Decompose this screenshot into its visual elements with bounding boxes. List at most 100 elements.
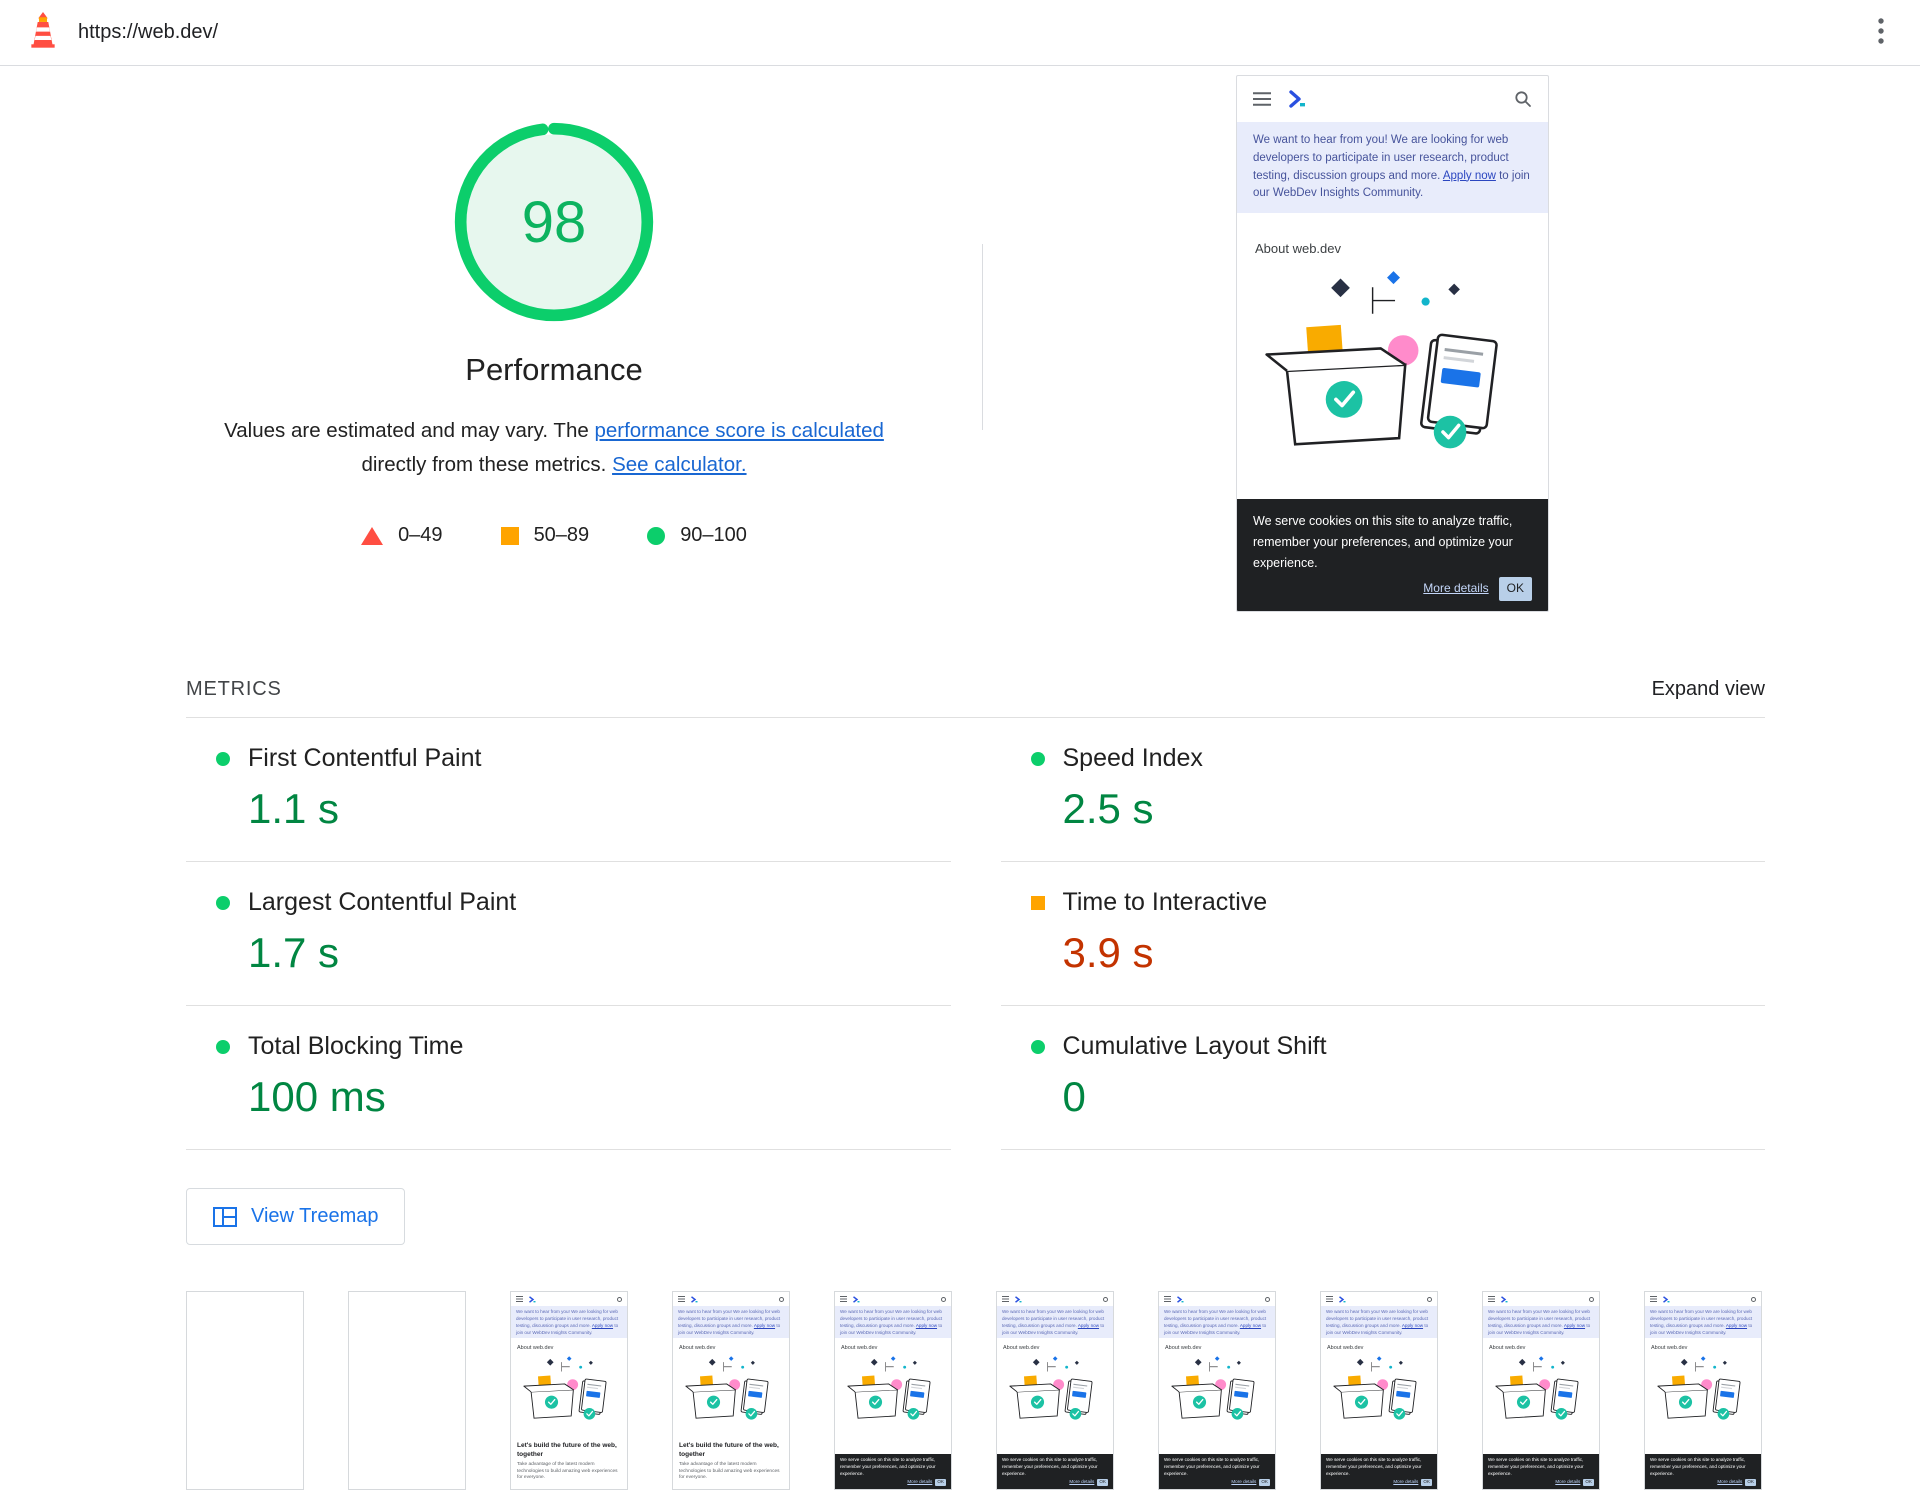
preview-illustration bbox=[680, 1356, 782, 1433]
search-icon bbox=[779, 1296, 784, 1302]
performance-score: 98 bbox=[521, 189, 587, 255]
metric-value: 1.1 s bbox=[248, 785, 340, 832]
preview-cookie-banner: We serve cookies on this site to analyze… bbox=[997, 1454, 1113, 1489]
filmstrip-frame bbox=[348, 1291, 466, 1490]
legend-fail-range: 0–49 bbox=[361, 524, 443, 547]
metric-value: 2.5 s bbox=[1062, 785, 1154, 832]
metric-value: 0 bbox=[1062, 1073, 1086, 1120]
search-icon bbox=[1514, 90, 1532, 108]
preview-cookie-banner: We serve cookies on this site to analyze… bbox=[1237, 499, 1548, 611]
webdev-logo-icon bbox=[690, 1295, 698, 1303]
kebab-menu-icon bbox=[1878, 18, 1884, 44]
metric-first-contentful-paint: First Contentful Paint 1.1 s bbox=[186, 718, 951, 862]
category-title: Performance bbox=[465, 352, 643, 387]
metric-value: 100 ms bbox=[248, 1073, 386, 1120]
apply-now-link: Apply now bbox=[1442, 169, 1496, 182]
search-icon bbox=[1103, 1296, 1108, 1302]
preview-illustration bbox=[1237, 256, 1548, 499]
loading-filmstrip: We want to hear from you! We are looking… bbox=[186, 1291, 1920, 1490]
menu-icon bbox=[1488, 1296, 1495, 1302]
preview-cookie-banner: We serve cookies on this site to analyze… bbox=[1645, 1454, 1761, 1489]
menu-icon bbox=[1002, 1296, 1009, 1302]
metric-rating-icon bbox=[1030, 895, 1045, 910]
score-legend: 0–49 50–89 90–100 bbox=[361, 524, 747, 547]
metric-largest-contentful-paint: Largest Contentful Paint 1.7 s bbox=[186, 862, 951, 1006]
webdev-logo-icon bbox=[528, 1295, 536, 1303]
filmstrip-frame: We want to hear from you! We are looking… bbox=[1482, 1291, 1600, 1490]
preview-cookie-banner: We serve cookies on this site to analyze… bbox=[1159, 1454, 1275, 1489]
lighthouse-logo-icon bbox=[28, 12, 58, 53]
webdev-logo-icon bbox=[1662, 1295, 1670, 1303]
report-url: https://web.dev/ bbox=[78, 21, 219, 43]
webdev-logo-icon bbox=[1500, 1295, 1508, 1303]
treemap-icon bbox=[213, 1206, 237, 1227]
preview-cookie-banner: We serve cookies on this site to analyze… bbox=[835, 1454, 951, 1489]
preview-illustration bbox=[1004, 1356, 1106, 1433]
filmstrip-frame: We want to hear from you! We are looking… bbox=[510, 1291, 628, 1490]
filmstrip-frame bbox=[186, 1291, 304, 1490]
legend-pass-range: 90–100 bbox=[647, 524, 747, 547]
preview-illustration bbox=[1328, 1356, 1430, 1433]
menu-icon bbox=[516, 1296, 523, 1302]
metric-value: 3.9 s bbox=[1062, 929, 1154, 976]
preview-research-notice: We want to hear from you! We are looking… bbox=[1237, 122, 1548, 214]
metric-rating-icon bbox=[216, 895, 230, 910]
preview-illustration bbox=[1652, 1356, 1754, 1433]
expand-view-toggle[interactable]: Expand view bbox=[1651, 678, 1765, 700]
legend-average-range: 50–89 bbox=[500, 524, 589, 547]
webdev-logo-icon bbox=[1287, 90, 1307, 108]
more-details-link: More details bbox=[1423, 581, 1489, 596]
performance-summary-section: 98 Performance Values are estimated and … bbox=[0, 66, 1920, 612]
score-description: Values are estimated and may vary. The p… bbox=[224, 419, 884, 476]
metric-rating-icon bbox=[216, 751, 230, 766]
vertical-divider bbox=[982, 244, 983, 430]
search-icon bbox=[1589, 1296, 1594, 1302]
menu-icon bbox=[678, 1296, 685, 1302]
performance-gauge[interactable]: 98 bbox=[454, 122, 654, 322]
metrics-heading: METRICS bbox=[186, 678, 282, 700]
filmstrip-frame: We want to hear from you! We are looking… bbox=[834, 1291, 952, 1490]
webdev-logo-icon bbox=[1338, 1295, 1346, 1303]
webdev-logo-icon bbox=[852, 1295, 860, 1303]
preview-about-label: About web.dev bbox=[1255, 241, 1342, 257]
see-calculator-link[interactable]: See calculator. bbox=[612, 453, 747, 476]
preview-site-header bbox=[1237, 76, 1548, 122]
filmstrip-frame: We want to hear from you! We are looking… bbox=[1158, 1291, 1276, 1490]
preview-cookie-banner: We serve cookies on this site to analyze… bbox=[1483, 1454, 1599, 1489]
metric-speed-index: Speed Index 2.5 s bbox=[1000, 718, 1765, 862]
lighthouse-report: 98 Performance Values are estimated and … bbox=[0, 66, 1920, 1490]
search-icon bbox=[1265, 1296, 1270, 1302]
metric-rating-icon bbox=[216, 1039, 230, 1054]
kebab-menu-button[interactable] bbox=[1870, 9, 1892, 56]
page-screenshot-preview: We want to hear from you! We are looking… bbox=[1236, 75, 1549, 612]
preview-cookie-banner: We serve cookies on this site to analyze… bbox=[1321, 1454, 1437, 1489]
menu-icon bbox=[840, 1296, 847, 1302]
pass-circle-icon bbox=[647, 526, 666, 545]
metric-rating-icon bbox=[1030, 1039, 1045, 1054]
average-square-icon bbox=[500, 526, 519, 545]
preview-illustration bbox=[1166, 1356, 1268, 1433]
metric-time-to-interactive: Time to Interactive 3.9 s bbox=[1000, 862, 1765, 1006]
webdev-logo-icon bbox=[1176, 1295, 1184, 1303]
preview-illustration bbox=[842, 1356, 944, 1433]
menu-icon bbox=[1164, 1296, 1171, 1302]
filmstrip-frame: We want to hear from you! We are looking… bbox=[1320, 1291, 1438, 1490]
search-icon bbox=[941, 1296, 946, 1302]
browser-topbar: https://web.dev/ bbox=[0, 0, 1920, 66]
cookie-ok-button: OK bbox=[1498, 577, 1532, 601]
menu-icon bbox=[1650, 1296, 1657, 1302]
performance-score-link[interactable]: performance score is calculated bbox=[594, 419, 884, 442]
metric-cumulative-layout-shift: Cumulative Layout Shift 0 bbox=[1000, 1006, 1765, 1150]
webdev-logo-icon bbox=[1014, 1295, 1022, 1303]
search-icon bbox=[1427, 1296, 1432, 1302]
search-icon bbox=[1751, 1296, 1756, 1302]
view-treemap-button[interactable]: View Treemap bbox=[186, 1188, 406, 1245]
filmstrip-frame: We want to hear from you! We are looking… bbox=[996, 1291, 1114, 1490]
metric-total-blocking-time: Total Blocking Time 100 ms bbox=[186, 1006, 951, 1150]
filmstrip-frame: We want to hear from you! We are looking… bbox=[672, 1291, 790, 1490]
menu-icon bbox=[1253, 92, 1271, 106]
filmstrip-frame: We want to hear from you! We are looking… bbox=[1644, 1291, 1762, 1490]
metric-rating-icon bbox=[1030, 751, 1045, 766]
metrics-section: METRICS Expand view First Contentful Pai… bbox=[186, 678, 1765, 1150]
metric-value: 1.7 s bbox=[248, 929, 340, 976]
